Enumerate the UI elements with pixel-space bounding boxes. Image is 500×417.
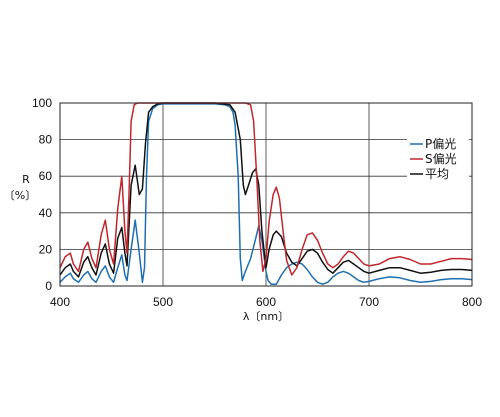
legend: P偏光 S偏光 平均 — [407, 133, 469, 185]
x-tick-labels: 400 500 600 700 800 — [50, 295, 482, 309]
y-tick-label: 0 — [45, 279, 52, 293]
y-axis-label: R — [22, 173, 30, 186]
plot-frame — [59, 102, 473, 287]
x-tick-label: 600 — [256, 295, 276, 309]
legend-label-p: P偏光 — [425, 136, 456, 151]
x-tick-label: 800 — [462, 295, 482, 309]
legend-label-s: S偏光 — [425, 151, 457, 166]
y-tick-label: 80 — [39, 133, 53, 147]
x-tick-label: 700 — [359, 295, 379, 309]
legend-label-avg: 平均 — [425, 167, 449, 181]
y-tick-label: 100 — [32, 96, 52, 110]
series-lines — [59, 102, 473, 285]
x-axis-label: λ〔nm〕 — [243, 310, 289, 323]
series-line-p-polarized — [59, 103, 473, 285]
y-axis-unit: 〔%〕 — [4, 189, 36, 202]
x-tick-label: 400 — [50, 295, 70, 309]
y-tick-label: 60 — [39, 169, 53, 183]
y-tick-labels: 0 20 40 60 80 100 — [32, 96, 52, 293]
series-line-s-polarized — [59, 102, 473, 276]
y-tick-label: 40 — [39, 206, 53, 220]
series-line-average — [59, 102, 473, 278]
x-tick-label: 500 — [153, 295, 173, 309]
y-tick-label: 20 — [39, 242, 53, 256]
